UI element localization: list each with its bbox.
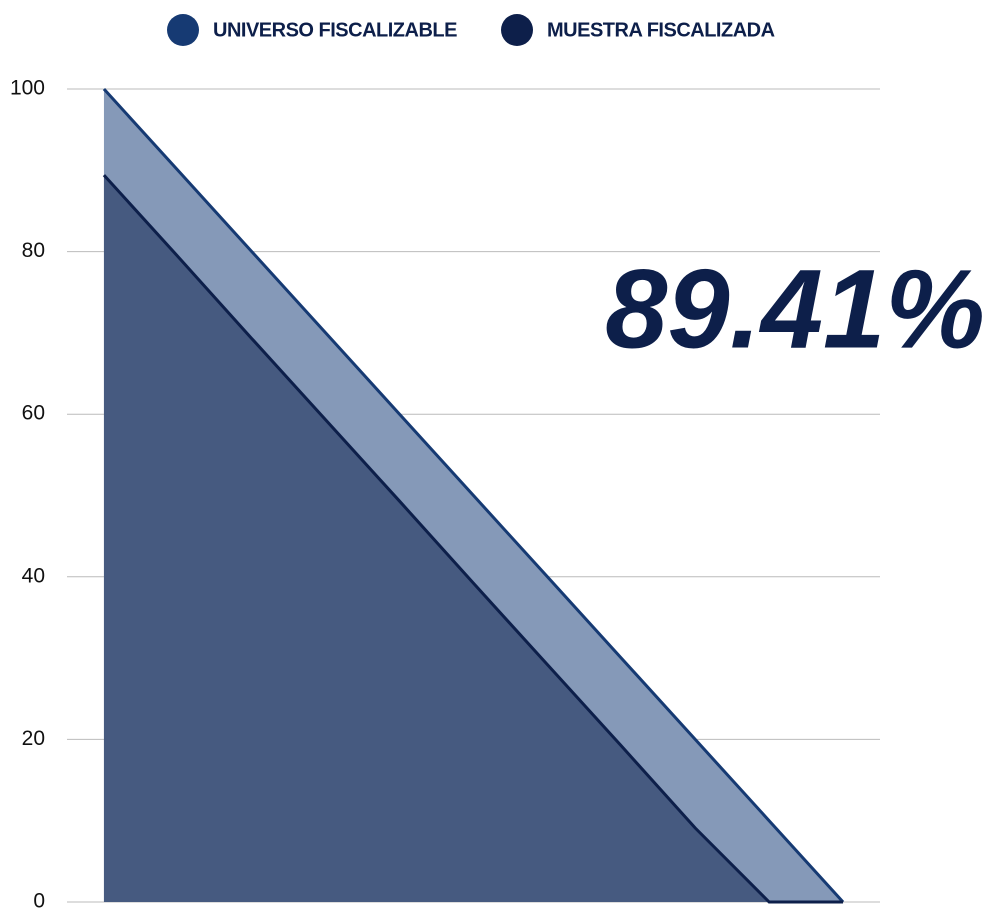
line [102,174,844,904]
legend-marker [167,14,199,46]
line [102,87,845,904]
y-tick-label: 80 [22,239,45,262]
y-tick-label: 0 [33,890,45,913]
annotation: 89.41% [605,247,985,372]
y-tick-label: 40 [22,564,45,587]
y-tick-label: 20 [22,727,45,750]
area [103,175,844,903]
legend-label: MUESTRA FISCALIZADA [547,19,775,41]
legend-marker [501,14,533,46]
y-tick-label: 100 [10,77,45,100]
legend-label: UNIVERSO FISCALIZABLE [213,19,457,41]
y-tick-label: 60 [22,402,45,425]
